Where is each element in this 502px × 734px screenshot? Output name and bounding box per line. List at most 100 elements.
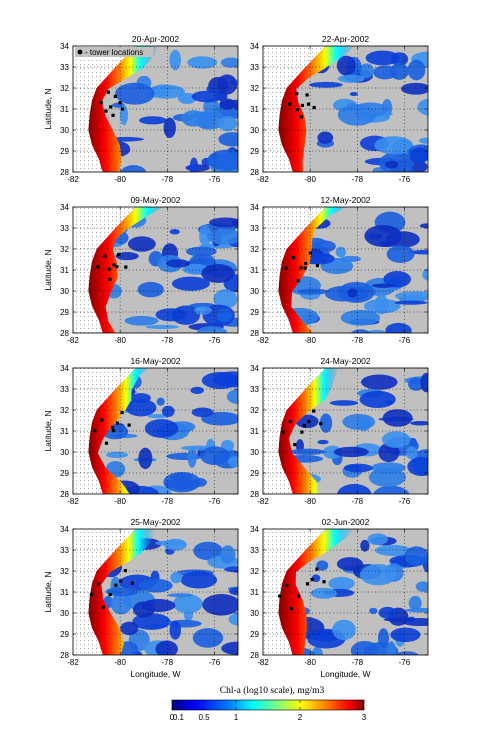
y-tick-label: 34 <box>250 203 259 212</box>
chlorophyll-patch <box>309 81 343 88</box>
chlorophyll-patch <box>145 324 180 329</box>
x-tick-label: -80 <box>114 658 126 667</box>
x-tick-label: -80 <box>304 175 316 184</box>
chlorophyll-patch <box>125 398 157 417</box>
land-grid <box>263 529 326 655</box>
chlorophyll-patch <box>359 564 397 586</box>
chlorophyll-patch <box>209 217 238 228</box>
y-tick-label: 31 <box>250 105 259 114</box>
map-panel: -82 -80 -78 -76 34 33 32 31 30 29 28 24-May-2002 <box>250 356 429 506</box>
panels-group: -82 -80 -78 -76 34 33 32 31 30 29 28 20-Apr-2002 Lat… <box>43 34 429 679</box>
panel-title: 25-May-2002 <box>130 517 180 527</box>
chlorophyll-patch <box>207 228 238 245</box>
chlorophyll-patch <box>367 329 386 333</box>
x-tick-label: -82 <box>257 336 269 345</box>
colorbar-tick-label: 1 <box>234 713 239 722</box>
chlorophyll-patch <box>359 390 396 408</box>
tower-marker <box>127 423 131 427</box>
tower-marker <box>285 583 289 588</box>
land-grid <box>263 368 326 494</box>
chlorophyll-patch <box>169 620 182 640</box>
tower-marker <box>96 265 100 269</box>
chlorophyll-patch <box>422 268 428 282</box>
chlorophyll-patch <box>383 271 412 288</box>
y-tick-label: 30 <box>250 448 259 457</box>
chlorophyll-patch <box>377 628 390 649</box>
chlorophyll-patch <box>170 571 183 584</box>
x-tick-label: -76 <box>399 497 411 506</box>
chlorophyll-patch <box>196 325 228 333</box>
chlorophyll-patch <box>316 560 329 571</box>
chlorophyll-patch <box>221 439 235 452</box>
chlorophyll-patch <box>172 594 203 614</box>
tower-marker <box>305 93 309 97</box>
chlorophyll-patch <box>394 300 428 305</box>
x-tick-label: -80 <box>304 658 316 667</box>
y-tick-label: 28 <box>250 329 259 338</box>
x-tick-label: -80 <box>304 497 316 506</box>
coastal-chlorophyll-band <box>88 46 158 172</box>
x-tick-label: -78 <box>352 175 364 184</box>
y-tick-label: 28 <box>250 490 259 499</box>
panel-title: 22-Apr-2002 <box>322 34 370 44</box>
chlorophyll-patch <box>317 131 334 144</box>
x-tick-label: -82 <box>67 658 79 667</box>
chlorophyll-patch <box>407 59 426 81</box>
chlorophyll-patch <box>185 246 217 257</box>
y-tick-label: 30 <box>60 126 69 135</box>
y-axis-label: Latitude, N <box>43 410 53 451</box>
tower-marker <box>108 277 112 281</box>
chlorophyll-patch <box>106 451 128 459</box>
colorbar-title: Chl-a (log10 scale), mg/m3 <box>220 685 325 696</box>
tower-marker <box>119 579 123 583</box>
chlorophyll-patch <box>152 84 173 97</box>
chlorophyll-patch <box>169 49 182 71</box>
x-tick-label: -76 <box>399 658 411 667</box>
y-tick-label: 34 <box>250 525 259 534</box>
tower-marker <box>106 90 110 94</box>
chlorophyll-patch <box>335 246 347 258</box>
chlorophyll-patch <box>311 574 321 583</box>
x-tick-label: -80 <box>114 175 126 184</box>
map-panel: -82 -80 -78 -76 34 33 32 31 30 29 28 22-Apr-2002 <box>250 34 429 184</box>
x-tick-label: -80 <box>114 336 126 345</box>
tower-marker <box>288 102 292 106</box>
chlorophyll-patch <box>167 593 194 598</box>
chlorophyll-patch <box>337 74 365 83</box>
chlorophyll-patch <box>381 431 411 448</box>
tower-marker <box>115 421 119 425</box>
x-tick-label: -78 <box>352 658 364 667</box>
land-grid <box>73 46 136 172</box>
panel-title: 12-May-2002 <box>320 195 370 205</box>
tower-marker <box>115 265 119 269</box>
chlorophyll-patch <box>192 628 224 648</box>
chlorophyll-patch <box>217 308 233 323</box>
y-tick-label: 30 <box>60 448 69 457</box>
tower-marker <box>299 266 303 270</box>
tower-marker <box>100 418 104 422</box>
x-axis-label: Longitude, W <box>320 669 370 679</box>
chlorophyll-patch <box>384 160 399 169</box>
y-tick-label: 29 <box>60 308 69 317</box>
x-tick-label: -78 <box>162 658 174 667</box>
x-tick-label: -76 <box>209 658 221 667</box>
y-tick-label: 33 <box>250 385 259 394</box>
y-tick-label: 29 <box>250 308 259 317</box>
map-panel: -82 -80 -78 -76 34 33 32 31 30 29 28 12-May-2002 <box>250 195 429 345</box>
x-tick-label: -80 <box>114 497 126 506</box>
chlorophyll-patch <box>115 252 139 261</box>
legend-box <box>75 47 153 57</box>
colorbar-gradient <box>171 699 365 711</box>
chlorophyll-patch <box>137 281 164 298</box>
legend: - tower locations <box>75 47 153 57</box>
y-tick-label: 34 <box>250 42 259 51</box>
colorbar-tick-label: 0 <box>170 713 175 722</box>
chlorophyll-patch <box>419 223 428 229</box>
tower-marker <box>312 105 316 110</box>
chlorophyll-patch <box>352 102 389 117</box>
chlorophyll-patch <box>349 91 358 97</box>
tower-marker <box>108 592 112 597</box>
x-tick-label: -82 <box>67 175 79 184</box>
chlorophyll-patch <box>329 400 359 406</box>
chlorophyll-patch <box>359 63 375 79</box>
